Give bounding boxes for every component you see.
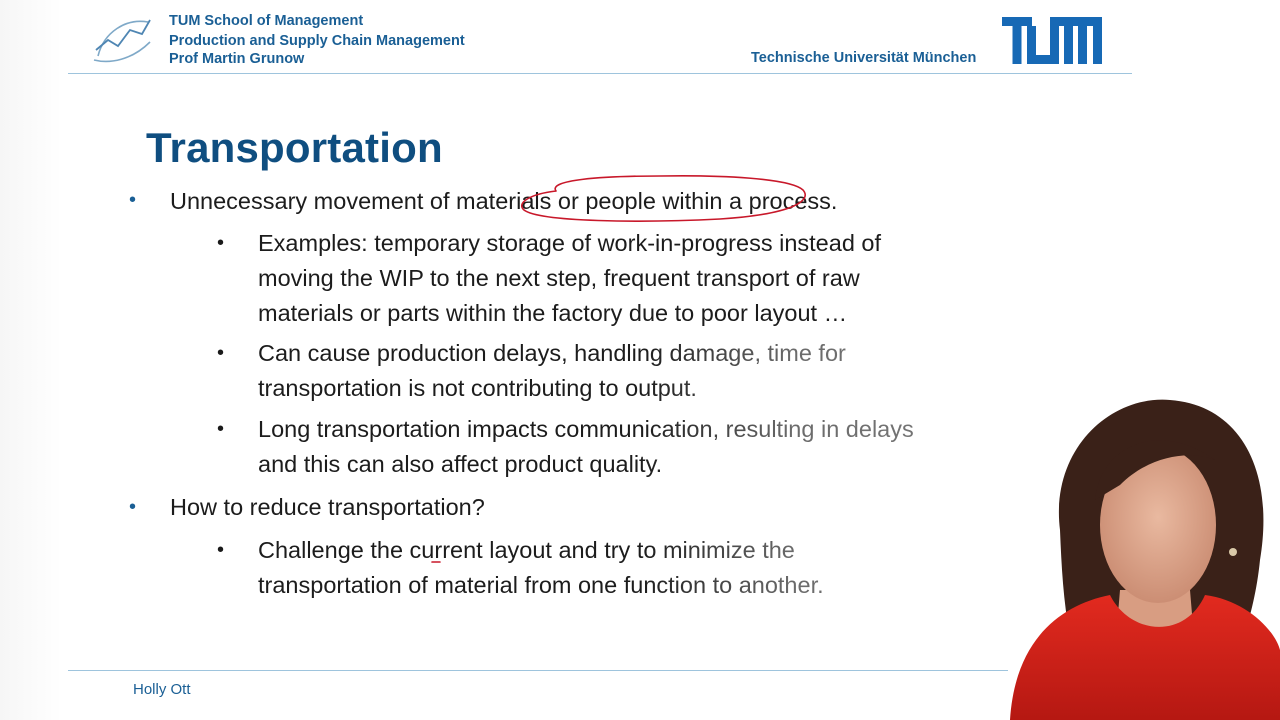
presenter-fringe <box>1095 440 1215 500</box>
bullet-1-text: Unnecessary movement of materials or peo… <box>170 188 838 214</box>
professor-name: Prof Martin Grunow <box>169 51 305 67</box>
sub-bullet-dot: • <box>217 539 225 561</box>
footer-rule <box>68 670 1008 671</box>
author-name: Holly Ott <box>133 681 191 698</box>
bullet-dot: • <box>129 189 137 211</box>
presenter-face <box>1100 447 1216 603</box>
university-name: Technische Universität München <box>751 50 977 66</box>
sub-bullet-2-line-1: Can cause production delays, handling da… <box>258 340 846 366</box>
sub-bullet-1-line-3: materials or parts within the factory du… <box>258 300 848 326</box>
presenter-video <box>1010 399 1280 720</box>
sub-bullet-dot: • <box>217 342 225 364</box>
sub-bullet-4-line-2: transportation of material from one func… <box>258 572 824 598</box>
sub-bullet-dot: • <box>217 418 225 440</box>
sub-bullet-3-line-1: Long transportation impacts communicatio… <box>258 416 914 442</box>
presenter-dress <box>1010 595 1280 720</box>
trend-chart-logo-icon <box>93 19 151 63</box>
video-left-edge <box>0 0 62 720</box>
sub-bullet-dot: • <box>217 232 225 254</box>
sub-bullet-2-line-2: transportation is not contributing to ou… <box>258 375 697 401</box>
header-rule <box>68 73 1132 74</box>
slide-title: Transportation <box>146 124 443 171</box>
chair-name: Production and Supply Chain Management <box>169 33 465 49</box>
sub-bullet-1-line-1: Examples: temporary storage of work-in-p… <box>258 230 882 256</box>
sub-bullet-3-line-2: and this can also affect product quality… <box>258 451 663 477</box>
sub-bullet-4-line-1: Challenge the current layout and try to … <box>258 537 795 563</box>
bullet-dot: • <box>129 496 137 518</box>
sub-bullet-1-line-2: moving the WIP to the next step, frequen… <box>258 265 860 291</box>
school-name: TUM School of Management <box>169 13 364 29</box>
bullet-2-text: How to reduce transportation? <box>170 494 485 520</box>
tum-logo-icon <box>1002 17 1102 64</box>
